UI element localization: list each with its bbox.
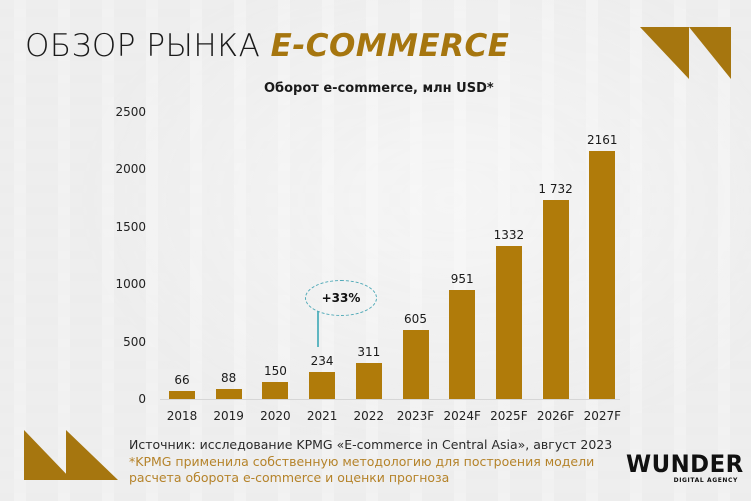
x-tick-label: 2022 <box>353 409 385 423</box>
page-title-main: ОБЗОР РЫНКА <box>25 28 271 64</box>
bar-value-label: 311 <box>357 345 381 360</box>
x-axis-line <box>160 399 620 400</box>
bar-2022 <box>355 363 382 399</box>
y-tick-label: 500 <box>123 334 146 349</box>
wunder-logo: WUNDER DIGITAL AGENCY <box>626 450 744 484</box>
bar-value-label: 1332 <box>493 228 525 243</box>
bar-2023F <box>402 329 429 399</box>
bar-2027F <box>589 150 616 399</box>
corner-chevron-icon-bottom <box>24 430 118 480</box>
x-tick-label: 2019 <box>213 409 244 423</box>
callout-connector <box>317 311 319 347</box>
bar-value-label: 1 732 <box>538 182 573 197</box>
bar-2020 <box>262 381 289 399</box>
bar-value-label: 66 <box>174 373 190 388</box>
methodology-note: *KPMG применила собственную методологию … <box>129 454 595 485</box>
bar-value-label: 2161 <box>587 132 618 147</box>
x-tick-label: 2024F <box>443 409 481 423</box>
x-tick-label: 2021 <box>306 409 338 423</box>
bar-value-label: 150 <box>263 363 287 378</box>
page-title-accent: E-COMMERCE <box>270 28 510 64</box>
y-tick-label: 2500 <box>115 105 146 119</box>
bar-value-label: 88 <box>221 370 237 385</box>
y-tick-label: 2000 <box>115 162 146 177</box>
y-tick-label: 0 <box>138 392 146 406</box>
bar-value-label: 234 <box>310 354 334 369</box>
y-tick-label: 1000 <box>115 277 146 292</box>
x-tick-label: 2018 <box>166 409 198 423</box>
bar-2025F <box>495 246 522 399</box>
bar-2024F <box>449 289 476 399</box>
x-tick-label: 2025F <box>490 409 528 423</box>
x-tick-label: 2026F <box>536 409 575 423</box>
bar-2018 <box>169 391 195 399</box>
bar-2026F <box>542 200 569 399</box>
source-text: Источник: исследование KPMG «E-commerce … <box>129 437 613 452</box>
bar-2021 <box>309 372 336 399</box>
bar-value-label: 605 <box>404 311 427 326</box>
y-tick-label: 1500 <box>115 219 146 234</box>
x-tick-label: 2023F <box>396 409 435 423</box>
bar-value-label: 951 <box>450 271 474 286</box>
bar-2019 <box>215 388 242 399</box>
x-tick-label: 2020 <box>260 409 291 423</box>
corner-chevron-icon <box>640 27 731 79</box>
x-tick-label: 2027F <box>583 409 622 423</box>
growth-callout: +33% <box>305 280 377 316</box>
page-title: ОБЗОР РЫНКА E-COMMERCE <box>25 28 509 64</box>
